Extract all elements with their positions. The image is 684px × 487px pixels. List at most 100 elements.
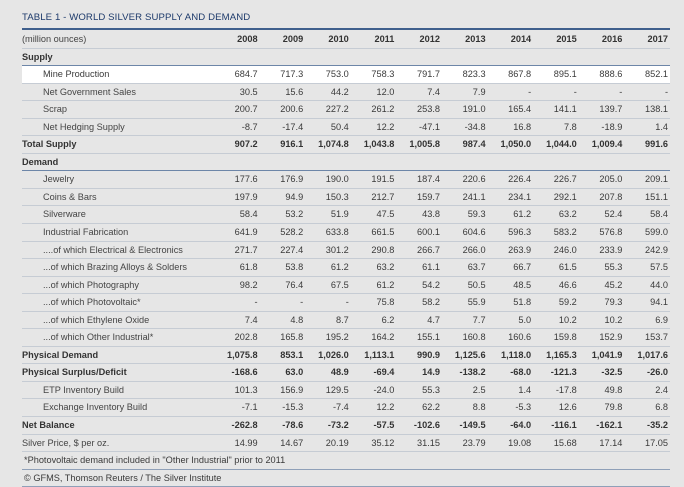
row-label-exchange-inventory-build: Exchange Inventory Build bbox=[22, 398, 215, 418]
cell-value: 160.6 bbox=[487, 328, 534, 347]
cell-value: 94.1 bbox=[624, 293, 670, 312]
cell-value: 7.4 bbox=[214, 311, 260, 330]
cell-value: 1,074.8 bbox=[305, 135, 351, 154]
year-header: 2013 bbox=[441, 31, 488, 49]
cell-value: 895.1 bbox=[533, 65, 579, 84]
table-row: ....of which Electrical & Electronics 271… bbox=[22, 241, 670, 260]
year-header: 2016 bbox=[578, 31, 625, 49]
cell-value: -8.7 bbox=[214, 118, 260, 137]
cell-value: 76.4 bbox=[259, 276, 306, 295]
cell-value: 129.5 bbox=[305, 381, 351, 400]
cell-value: -68.0 bbox=[487, 363, 534, 382]
cell-value: 596.3 bbox=[487, 223, 534, 242]
cell-value: 67.5 bbox=[305, 276, 351, 295]
cell-value: 791.7 bbox=[396, 65, 442, 84]
cell-value: 10.2 bbox=[578, 311, 625, 330]
cell-value: 55.3 bbox=[578, 258, 625, 277]
row-label-silverware: Silverware bbox=[22, 205, 215, 225]
cell-value: -138.2 bbox=[441, 363, 488, 382]
cell-value: 209.1 bbox=[624, 170, 670, 189]
cell-value: - bbox=[578, 83, 625, 102]
cell-value: 14.67 bbox=[259, 434, 306, 453]
cell-value: 200.6 bbox=[259, 100, 306, 119]
cell-value: - bbox=[214, 293, 260, 312]
cell-value: 246.0 bbox=[533, 241, 579, 260]
table-body: (million ounces) 2008 2009 2010 2011 201… bbox=[22, 31, 670, 487]
cell-value: 139.7 bbox=[578, 100, 625, 119]
cell-value: 852.1 bbox=[624, 65, 670, 84]
cell-value: 187.4 bbox=[396, 170, 442, 189]
table-row: Scrap 200.7 200.6 227.2 261.2 253.8 191.0 165.4… bbox=[22, 100, 670, 119]
table-row: Exchange Inventory Build -7.1 -15.3 -7.4 12.… bbox=[22, 398, 670, 418]
cell-value: 48.9 bbox=[305, 363, 351, 382]
row-label-silver-price-per-oz: Silver Price, $ per oz. bbox=[22, 434, 215, 453]
cell-value: -18.9 bbox=[578, 118, 625, 137]
cell-value: 599.0 bbox=[624, 223, 670, 242]
cell-value: 10.2 bbox=[533, 311, 579, 330]
cell-value: -116.1 bbox=[533, 416, 579, 435]
cell-value: 61.1 bbox=[396, 258, 442, 277]
cell-value: 1,113.1 bbox=[350, 346, 397, 365]
table-row: Net Hedging Supply -8.7 -17.4 50.4 12.2 -47.1… bbox=[22, 118, 670, 137]
table-title: TABLE 1 - WORLD SILVER SUPPLY AND DEMAND bbox=[22, 12, 251, 23]
cell-value: 53.2 bbox=[259, 205, 306, 225]
cell-value: 150.3 bbox=[305, 188, 351, 207]
cell-value: 61.2 bbox=[350, 276, 397, 295]
cell-value: 63.2 bbox=[533, 205, 579, 225]
cell-value: 58.4 bbox=[214, 205, 260, 225]
row-label-total-supply: Total Supply bbox=[22, 135, 215, 154]
cell-value: 197.9 bbox=[214, 188, 260, 207]
cell-value: 6.8 bbox=[624, 398, 670, 418]
cell-value: 234.1 bbox=[487, 188, 534, 207]
cell-value: -5.3 bbox=[487, 398, 534, 418]
cell-value: 15.6 bbox=[259, 83, 306, 102]
cell-value: 227.2 bbox=[305, 100, 351, 119]
cell-value: 633.8 bbox=[305, 223, 351, 242]
table-row: ...of which Photography 98.2 76.4 67.5 61.2 5… bbox=[22, 276, 670, 295]
cell-value: 7.8 bbox=[533, 118, 579, 137]
cell-value: 63.0 bbox=[259, 363, 306, 382]
row-label-of-which-brazing-alloys-solders: ...of which Brazing Alloys & Solders bbox=[22, 258, 215, 277]
cell-value: 241.1 bbox=[441, 188, 488, 207]
cell-value: 1,125.6 bbox=[441, 346, 488, 365]
table-row: Total Supply 907.2 916.1 1,074.8 1,043.8 1,00… bbox=[22, 135, 670, 154]
cell-value: -168.6 bbox=[214, 363, 260, 382]
units-label: (million ounces) bbox=[22, 31, 215, 49]
cell-value: 717.3 bbox=[259, 65, 306, 84]
cell-value: -47.1 bbox=[396, 118, 442, 137]
cell-value: 200.7 bbox=[214, 100, 260, 119]
cell-value: 15.68 bbox=[533, 434, 579, 453]
row-label-etp-inventory-build: ETP Inventory Build bbox=[22, 381, 215, 400]
cell-value: 1,165.3 bbox=[533, 346, 579, 365]
year-header: 2014 bbox=[487, 31, 534, 49]
year-header: 2008 bbox=[214, 31, 260, 49]
cell-value: -17.4 bbox=[259, 118, 306, 137]
cell-value: 202.8 bbox=[214, 328, 260, 347]
cell-value: 152.9 bbox=[578, 328, 625, 347]
table-row: Net Government Sales 30.5 15.6 44.2 12.0 7.4 7… bbox=[22, 83, 670, 102]
cell-value: 79.3 bbox=[578, 293, 625, 312]
cell-value: -78.6 bbox=[259, 416, 306, 435]
row-label-of-which-other-industrial: ...of which Other Industrial* bbox=[22, 328, 215, 347]
cell-value: 7.7 bbox=[441, 311, 488, 330]
cell-value: -121.3 bbox=[533, 363, 579, 382]
table-row: ETP Inventory Build 101.3 156.9 129.5 -24.0 5… bbox=[22, 381, 670, 400]
cell-value: 101.3 bbox=[214, 381, 260, 400]
cell-value: 600.1 bbox=[396, 223, 442, 242]
cell-value: 991.6 bbox=[624, 135, 670, 154]
cell-value: 61.2 bbox=[487, 205, 534, 225]
cell-value: 55.9 bbox=[441, 293, 488, 312]
supply-demand-table: (million ounces) 2008 2009 2010 2011 201… bbox=[22, 31, 670, 487]
cell-value: 35.12 bbox=[350, 434, 397, 453]
cell-value: 17.05 bbox=[624, 434, 670, 453]
cell-value: 160.8 bbox=[441, 328, 488, 347]
cell-value: 205.0 bbox=[578, 170, 625, 189]
cell-value: 266.7 bbox=[396, 241, 442, 260]
cell-value: 987.4 bbox=[441, 135, 488, 154]
cell-value: 220.6 bbox=[441, 170, 488, 189]
cell-value: 6.9 bbox=[624, 311, 670, 330]
year-header: 2015 bbox=[533, 31, 579, 49]
cell-value: 12.2 bbox=[350, 398, 397, 418]
table-row: Jewelry 177.6 176.9 190.0 191.5 187.4 220.6 226… bbox=[22, 170, 670, 189]
cell-value: -34.8 bbox=[441, 118, 488, 137]
